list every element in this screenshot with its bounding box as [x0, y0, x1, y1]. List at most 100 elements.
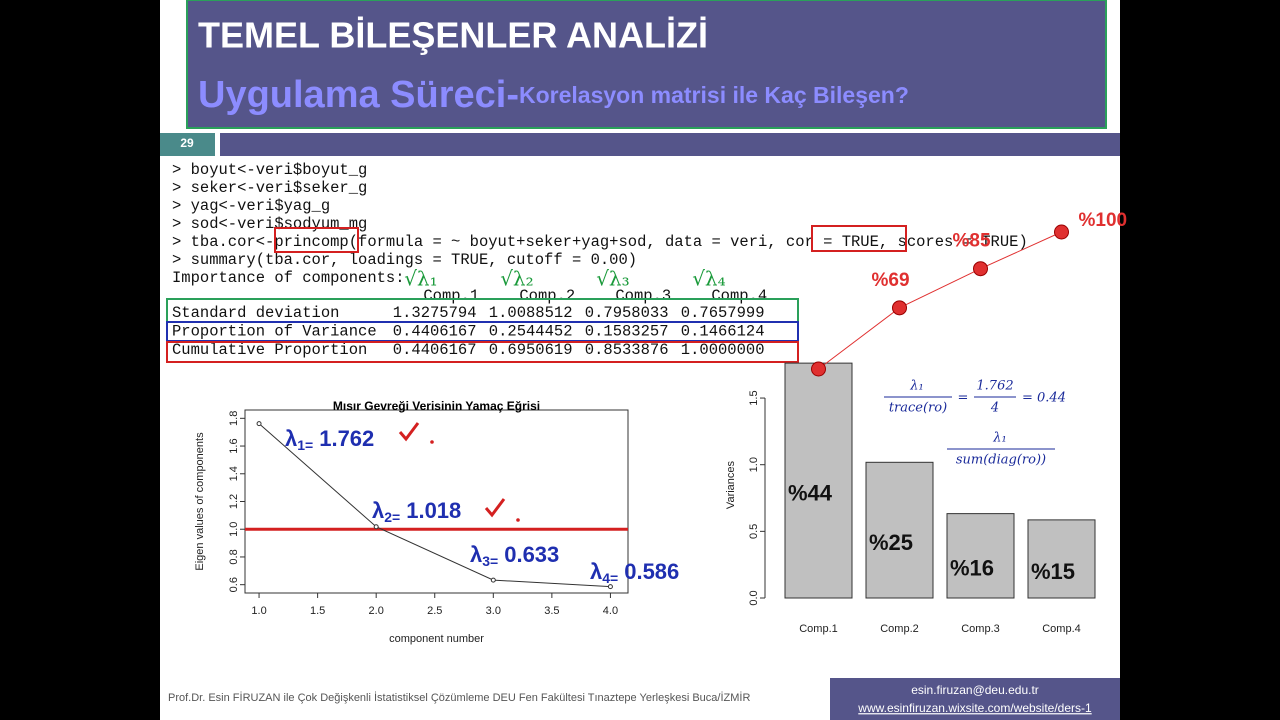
row-label: Cumulative Proportion [172, 341, 367, 359]
y-tick-label: 1.6 [228, 438, 240, 453]
formula-denominator: sum(diag(ro)) [956, 453, 1046, 468]
code-line: > summary(tba.cor, loadings = TRUE, cuto… [172, 251, 637, 269]
sqrt-label: √λ₂ [500, 267, 533, 291]
code-line: > yag<-veri$yag_g [172, 197, 330, 215]
table-caption: Importance of components: [172, 269, 405, 287]
slide-number: 29 [180, 136, 194, 150]
cumulative-point [973, 261, 988, 277]
subtitle-main: Uygulama Süreci- [198, 74, 519, 116]
subscript: 2= [384, 509, 400, 525]
symbol: λ [372, 498, 384, 523]
subtitle: Uygulama Süreci-Korelasyon matrisi ile K… [198, 74, 909, 116]
dot [516, 518, 520, 522]
cumulative-point [1054, 224, 1069, 240]
cumulative-label: %100 [1079, 210, 1128, 231]
column-header: Comp.1 [423, 287, 479, 305]
annotation: λ3= 0.633 [470, 542, 559, 569]
table-cell: 0.4406167 [393, 341, 477, 359]
category-label: Comp.2 [880, 623, 919, 635]
table-cell: 1.3275794 [393, 304, 477, 322]
code-line: > boyut<-veri$boyut_g [172, 161, 367, 179]
check-mark [398, 422, 420, 442]
table-cell: 0.1466124 [681, 323, 765, 341]
x-tick-label: 3.0 [486, 605, 501, 617]
bar-label: %16 [950, 556, 994, 581]
code-line: > tba.cor<-princomp(formula = ~ boyut+se… [172, 233, 1028, 251]
email: esin.firuzan@deu.edu.tr [911, 683, 1039, 697]
y-tick-label: 1.4 [228, 466, 240, 481]
sqrt-label: √λ₄ [692, 267, 725, 291]
x-axis-label: component number [389, 633, 484, 645]
website[interactable]: www.esinfiruzan.wixsite.com/website/ders… [857, 701, 1092, 715]
formula-result: = 0.44 [1022, 391, 1066, 406]
highlight-box [811, 225, 907, 252]
x-tick-label: 2.5 [427, 605, 442, 617]
subscript: 4= [602, 570, 618, 586]
sqrt-label: √λ₁ [404, 267, 437, 291]
highlight-box [274, 227, 359, 253]
dot [430, 440, 434, 444]
table-cell: 0.8533876 [585, 341, 669, 359]
category-label: Comp.1 [799, 623, 838, 635]
cumulative-line [818, 231, 1062, 370]
symbol: λ [285, 426, 297, 451]
subscript: 3= [482, 553, 498, 569]
table-cell: 0.4406167 [393, 323, 477, 341]
point [607, 584, 613, 590]
symbol: λ [590, 559, 602, 584]
line [258, 423, 611, 588]
column-header: Comp.2 [519, 287, 575, 305]
contact-box [830, 678, 1120, 720]
y-tick-label: 0.0 [748, 590, 760, 605]
code-line: > sod<-veri$sodyum_mg [172, 215, 367, 233]
cumulative-point [892, 300, 907, 316]
x-tick-label: 1.5 [310, 605, 325, 617]
point [490, 577, 496, 583]
annotation-value: 1.762 [319, 426, 374, 451]
y-tick-label: 1.8 [228, 411, 240, 426]
table-cell: 0.7958033 [585, 304, 669, 322]
row-box [166, 341, 799, 363]
annotation-value: 0.633 [504, 542, 559, 567]
bar-label: %44 [788, 480, 833, 505]
code-line: > seker<-veri$seker_g [172, 179, 367, 197]
column-header: Comp.4 [711, 287, 767, 305]
y-axis-label: Eigen values of components [194, 432, 206, 571]
formula-numerator: λ₁ [992, 431, 1006, 446]
formula-numerator: λ₁ [909, 379, 923, 394]
footer-credit: Prof.Dr. Esin FİRUZAN ile Çok Değişkenli… [168, 691, 750, 704]
subtitle-rest: Korelasyon matrisi ile Kaç Bileşen? [519, 82, 909, 108]
subscript: 1= [297, 437, 313, 453]
table-cell: 0.6950619 [489, 341, 573, 359]
cumulative-label: %85 [953, 231, 991, 252]
check-mark [484, 498, 506, 518]
category-label: Comp.3 [961, 623, 1000, 635]
bar [1027, 519, 1096, 599]
y-tick-label: 0.8 [228, 549, 240, 564]
slide-number-box [160, 133, 215, 156]
formula-denominator: trace(ro) [889, 401, 947, 416]
x-tick-label: 2.0 [369, 605, 384, 617]
formula-denominator: 4 [990, 401, 999, 416]
bar [865, 461, 934, 599]
title: TEMEL BİLEŞENLER ANALİZİ [198, 15, 708, 56]
header-bar [220, 133, 1120, 156]
column-header: Comp.3 [615, 287, 671, 305]
bar [946, 513, 1015, 599]
bar [784, 362, 853, 599]
annotation-value: 0.586 [624, 559, 679, 584]
y-axis-label: Variances [725, 460, 737, 509]
table-cell: 0.7657999 [681, 304, 765, 322]
table-cell: 0.2544452 [489, 323, 573, 341]
y-tick-label: 1.2 [228, 494, 240, 509]
annotation: λ1= 1.762 [285, 426, 374, 453]
chart-title: Mısır Gevreği Verisinin Yamaç Eğrisi [333, 399, 540, 413]
annotation: λ2= 1.018 [372, 498, 461, 525]
category-label: Comp.4 [1042, 623, 1081, 635]
table-cell: 0.1583257 [585, 323, 669, 341]
x-tick-label: 4.0 [603, 605, 618, 617]
point [256, 421, 262, 427]
table-cell: 1.0000000 [681, 341, 765, 359]
